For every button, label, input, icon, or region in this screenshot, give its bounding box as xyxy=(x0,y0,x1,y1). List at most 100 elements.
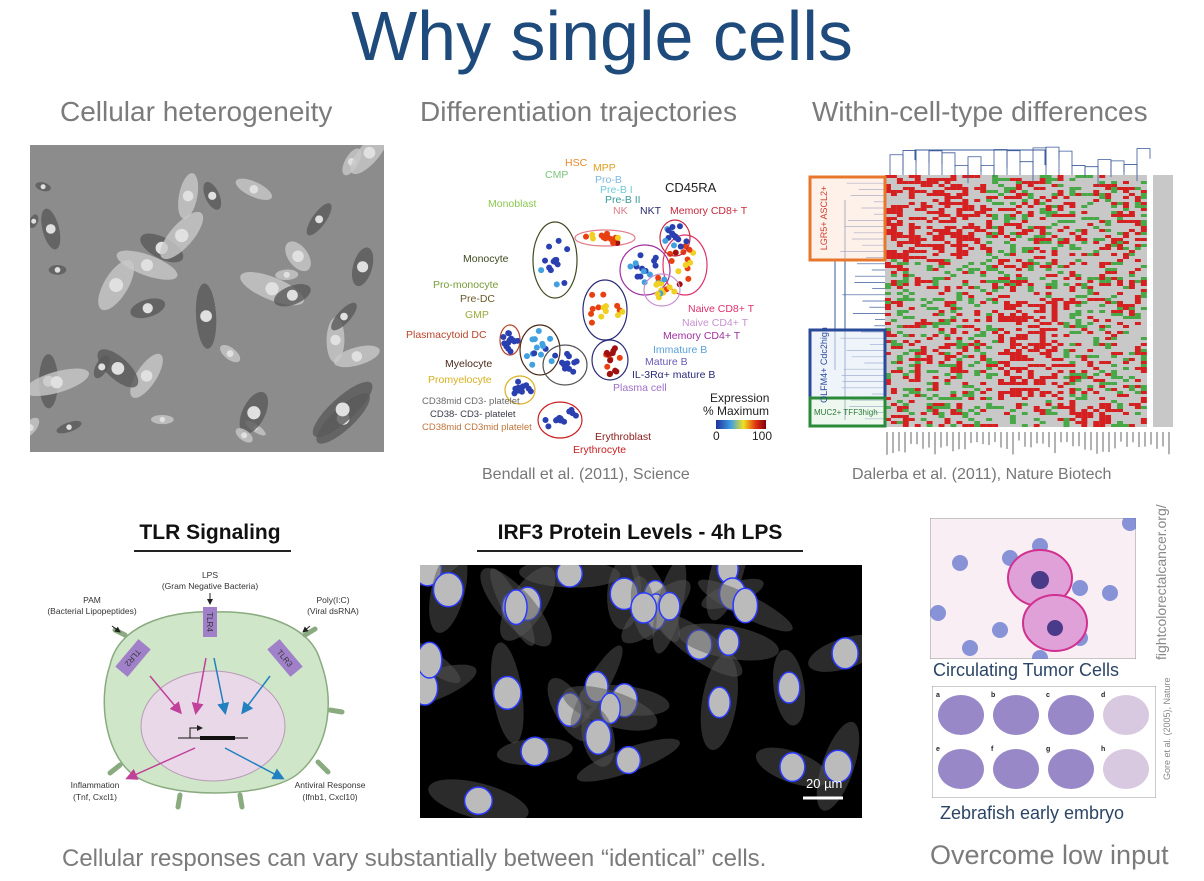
heatmap-cell xyxy=(1117,211,1123,214)
heatmap-cell xyxy=(914,190,921,193)
embryo xyxy=(993,749,1039,789)
heatmap-cell xyxy=(998,379,1004,382)
heatmap-cell xyxy=(1027,331,1034,334)
heatmap-cell xyxy=(885,292,891,295)
heatmap-cell xyxy=(1075,259,1082,262)
panel-label: d xyxy=(1101,692,1105,699)
heatmap-cell xyxy=(885,334,891,337)
population-label: Monoblast xyxy=(488,198,537,210)
heatmap-cell xyxy=(1099,241,1106,244)
heatmap-cell xyxy=(1093,241,1100,244)
heatmap-cell xyxy=(1051,334,1058,337)
cell-dot xyxy=(610,347,617,354)
heatmap-cell xyxy=(902,424,909,427)
heatmap-cell xyxy=(968,325,975,328)
heatmap-cell xyxy=(1117,295,1123,298)
heatmap-cell xyxy=(1027,394,1034,397)
heatmap-cell xyxy=(932,370,939,373)
heatmap-cell xyxy=(992,289,999,292)
heatmap-cell xyxy=(1004,355,1010,358)
heatmap-cell xyxy=(1009,394,1016,397)
heatmap-cell xyxy=(908,229,915,232)
legend-min: 0 xyxy=(713,429,720,443)
heatmap-cell xyxy=(1105,178,1112,181)
heatmap-cell xyxy=(1051,412,1058,415)
heatmap-cell xyxy=(998,196,1004,199)
heatmap-cell xyxy=(890,175,897,178)
heatmap-cell xyxy=(1111,289,1118,292)
heatmap-cell xyxy=(1081,376,1088,379)
heatmap-cell xyxy=(938,208,945,211)
heatmap-cell xyxy=(914,250,921,253)
heatmap-cell xyxy=(1117,382,1123,385)
heatmap-cell xyxy=(1117,307,1123,310)
heatmap-cell xyxy=(1140,337,1147,340)
heatmap-cell xyxy=(896,286,903,289)
heatmap-cell xyxy=(1051,178,1058,181)
heatmap-cell xyxy=(938,271,945,274)
heatmap-cell xyxy=(1051,190,1058,193)
heatmap-cell xyxy=(1069,373,1076,376)
heatmap-cell xyxy=(1134,358,1141,361)
heatmap-cell xyxy=(1134,334,1141,337)
heatmap-cell xyxy=(1009,418,1016,421)
heatmap-cell xyxy=(968,415,975,418)
heatmap-cell xyxy=(992,280,999,283)
heatmap-cell xyxy=(1117,292,1123,295)
heatmap-cell xyxy=(1021,286,1028,289)
heatmap-cell xyxy=(1111,406,1118,409)
heatmap-cell xyxy=(1134,199,1141,202)
heatmap-cell xyxy=(890,409,897,412)
cell-dot xyxy=(607,357,614,364)
heatmap-cell xyxy=(896,205,903,208)
heatmap-cell xyxy=(1140,355,1147,358)
heatmap-cell xyxy=(908,358,915,361)
heatmap-cell xyxy=(938,346,945,349)
heatmap-cell xyxy=(1140,403,1147,406)
nucleus-outline xyxy=(707,686,731,719)
heatmap-cell xyxy=(1099,205,1106,208)
heatmap-cell xyxy=(1039,343,1046,346)
heatmap-cell xyxy=(1093,193,1100,196)
heatmap-cell xyxy=(1099,184,1106,187)
heatmap-cell xyxy=(1057,406,1064,409)
heatmap-cell xyxy=(1099,382,1106,385)
heatmap-cell xyxy=(1081,385,1088,388)
heatmap-cell xyxy=(1123,307,1129,310)
heatmap-cell xyxy=(962,292,969,295)
heatmap-cell xyxy=(1087,310,1094,313)
heatmap-cell xyxy=(1111,181,1118,184)
heatmap-cell xyxy=(1069,418,1076,421)
heatmap-cell xyxy=(908,391,915,394)
heatmap-cell xyxy=(992,268,999,271)
heatmap-cell xyxy=(890,223,897,226)
heatmap-cell xyxy=(932,322,939,325)
legend-title: Expression xyxy=(710,391,769,405)
heatmap-cell xyxy=(986,181,993,184)
blood-cell xyxy=(1032,650,1048,659)
heatmap-cell xyxy=(932,220,939,223)
heatmap-cell xyxy=(1128,229,1135,232)
heatmap-cell xyxy=(938,322,945,325)
heatmap-cell xyxy=(1045,205,1052,208)
population-label: Naive CD8+ T xyxy=(688,303,755,315)
heatmap-cell xyxy=(1039,238,1046,241)
heatmap-cell xyxy=(1075,295,1082,298)
heatmap-cell xyxy=(926,334,933,337)
heatmap-cell xyxy=(920,217,927,220)
heatmap-cell xyxy=(986,340,993,343)
heatmap-cell xyxy=(902,235,909,238)
heatmap-cell xyxy=(1111,277,1118,280)
heatmap-cell xyxy=(938,370,945,373)
heatmap-cell xyxy=(974,310,981,313)
heatmap-cell xyxy=(1027,316,1034,319)
heatmap-cell xyxy=(950,178,957,181)
heatmap-cell xyxy=(968,271,975,274)
heatmap-cell xyxy=(986,190,993,193)
heatmap-cell xyxy=(938,412,945,415)
nucleus-outline xyxy=(823,749,853,783)
cell-body xyxy=(351,351,363,362)
heatmap-cell xyxy=(1033,397,1040,400)
heatmap-cell xyxy=(1045,352,1052,355)
heatmap-cell xyxy=(1021,355,1028,358)
